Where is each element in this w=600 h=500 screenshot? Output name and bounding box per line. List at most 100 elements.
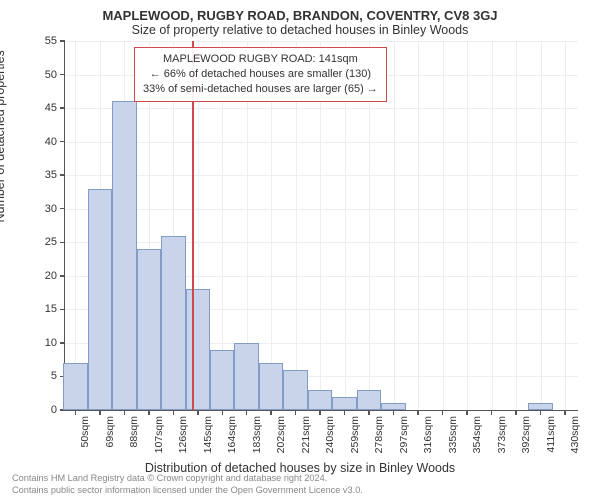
y-tick-label: 15 bbox=[45, 303, 57, 315]
tick-x bbox=[319, 410, 321, 415]
tick-y bbox=[60, 40, 65, 42]
x-tick-label: 430sqm bbox=[569, 416, 581, 453]
tick-x bbox=[466, 410, 468, 415]
gridline-v bbox=[467, 41, 468, 410]
x-tick-label: 411sqm bbox=[545, 416, 557, 453]
gridline-h bbox=[65, 209, 578, 210]
tick-x bbox=[173, 410, 175, 415]
histogram-bar bbox=[112, 101, 136, 410]
tick-x bbox=[491, 410, 493, 415]
gridline-h bbox=[65, 41, 578, 42]
x-tick-label: 183sqm bbox=[251, 416, 263, 453]
credit-line: Contains HM Land Registry data © Crown c… bbox=[12, 473, 363, 485]
tick-y bbox=[60, 74, 65, 76]
y-tick-label: 35 bbox=[45, 169, 57, 181]
histogram-bar bbox=[332, 397, 356, 410]
credit-line: Contains public sector information licen… bbox=[12, 485, 363, 497]
y-tick-label: 5 bbox=[51, 370, 57, 382]
histogram-bar bbox=[381, 403, 405, 410]
histogram-bar bbox=[528, 403, 552, 410]
x-tick-label: 278sqm bbox=[373, 416, 385, 453]
histogram-bar bbox=[234, 343, 258, 410]
y-tick-label: 0 bbox=[51, 404, 57, 416]
x-tick-label: 145sqm bbox=[202, 416, 214, 453]
gridline-v bbox=[75, 41, 76, 410]
histogram-bar bbox=[63, 363, 87, 410]
y-tick-label: 40 bbox=[45, 136, 57, 148]
chart-area: 051015202530354045505550sqm69sqm88sqm107… bbox=[64, 41, 578, 411]
gridline-h bbox=[65, 175, 578, 176]
tick-y bbox=[60, 342, 65, 344]
gridline-v bbox=[418, 41, 419, 410]
x-tick-label: 221sqm bbox=[300, 416, 312, 453]
gridline-v bbox=[394, 41, 395, 410]
histogram-bar bbox=[357, 390, 381, 410]
gridline-v bbox=[492, 41, 493, 410]
tick-x bbox=[540, 410, 542, 415]
x-tick-label: 316sqm bbox=[422, 416, 434, 453]
tick-x bbox=[124, 410, 126, 415]
page-subtitle: Size of property relative to detached ho… bbox=[12, 23, 588, 37]
credits: Contains HM Land Registry data © Crown c… bbox=[12, 473, 363, 496]
y-tick-label: 50 bbox=[45, 69, 57, 81]
annotation-line: ← 66% of detached houses are smaller (13… bbox=[143, 67, 378, 82]
gridline-v bbox=[565, 41, 566, 410]
histogram-bar bbox=[308, 390, 332, 410]
tick-y bbox=[60, 208, 65, 210]
x-tick-label: 373sqm bbox=[496, 416, 508, 453]
tick-x bbox=[99, 410, 101, 415]
x-tick-label: 50sqm bbox=[79, 416, 91, 448]
x-tick-label: 107sqm bbox=[153, 416, 165, 453]
x-tick-label: 202sqm bbox=[275, 416, 287, 453]
x-tick-label: 392sqm bbox=[520, 416, 532, 453]
tick-y bbox=[60, 275, 65, 277]
annotation-line: MAPLEWOOD RUGBY ROAD: 141sqm bbox=[143, 52, 378, 67]
annotation-line: 33% of semi-detached houses are larger (… bbox=[143, 82, 378, 97]
y-tick-label: 45 bbox=[45, 102, 57, 114]
histogram-bar bbox=[88, 189, 112, 410]
tick-x bbox=[148, 410, 150, 415]
x-tick-label: 259sqm bbox=[349, 416, 361, 453]
x-tick-label: 335sqm bbox=[447, 416, 459, 453]
tick-x bbox=[368, 410, 370, 415]
tick-y bbox=[60, 242, 65, 244]
tick-x bbox=[564, 410, 566, 415]
histogram-bar bbox=[259, 363, 283, 410]
y-tick-label: 20 bbox=[45, 270, 57, 282]
gridline-v bbox=[516, 41, 517, 410]
x-tick-label: 354sqm bbox=[471, 416, 483, 453]
histogram-bar bbox=[161, 236, 185, 410]
histogram-bar bbox=[137, 249, 161, 410]
y-tick-label: 55 bbox=[45, 35, 57, 47]
gridline-h bbox=[65, 142, 578, 143]
x-tick-label: 297sqm bbox=[398, 416, 410, 453]
gridline-h bbox=[65, 108, 578, 109]
tick-x bbox=[295, 410, 297, 415]
histogram-bar bbox=[210, 350, 234, 410]
tick-x bbox=[270, 410, 272, 415]
histogram-bar bbox=[186, 289, 210, 410]
tick-x bbox=[246, 410, 248, 415]
tick-y bbox=[60, 107, 65, 109]
x-tick-label: 126sqm bbox=[177, 416, 189, 453]
gridline-h bbox=[65, 242, 578, 243]
tick-x bbox=[515, 410, 517, 415]
x-tick-label: 164sqm bbox=[226, 416, 238, 453]
tick-x bbox=[344, 410, 346, 415]
tick-y bbox=[60, 309, 65, 311]
y-tick-label: 30 bbox=[45, 203, 57, 215]
tick-x bbox=[197, 410, 199, 415]
x-tick-label: 69sqm bbox=[104, 416, 116, 448]
y-axis-title: Number of detached properties bbox=[0, 50, 7, 222]
y-tick-label: 10 bbox=[45, 337, 57, 349]
tick-x bbox=[393, 410, 395, 415]
tick-y bbox=[60, 141, 65, 143]
tick-x bbox=[442, 410, 444, 415]
x-tick-label: 240sqm bbox=[324, 416, 336, 453]
tick-x bbox=[417, 410, 419, 415]
page-title: MAPLEWOOD, RUGBY ROAD, BRANDON, COVENTRY… bbox=[12, 8, 588, 23]
tick-x bbox=[222, 410, 224, 415]
tick-y bbox=[60, 174, 65, 176]
x-tick-label: 88sqm bbox=[128, 416, 140, 448]
gridline-v bbox=[541, 41, 542, 410]
